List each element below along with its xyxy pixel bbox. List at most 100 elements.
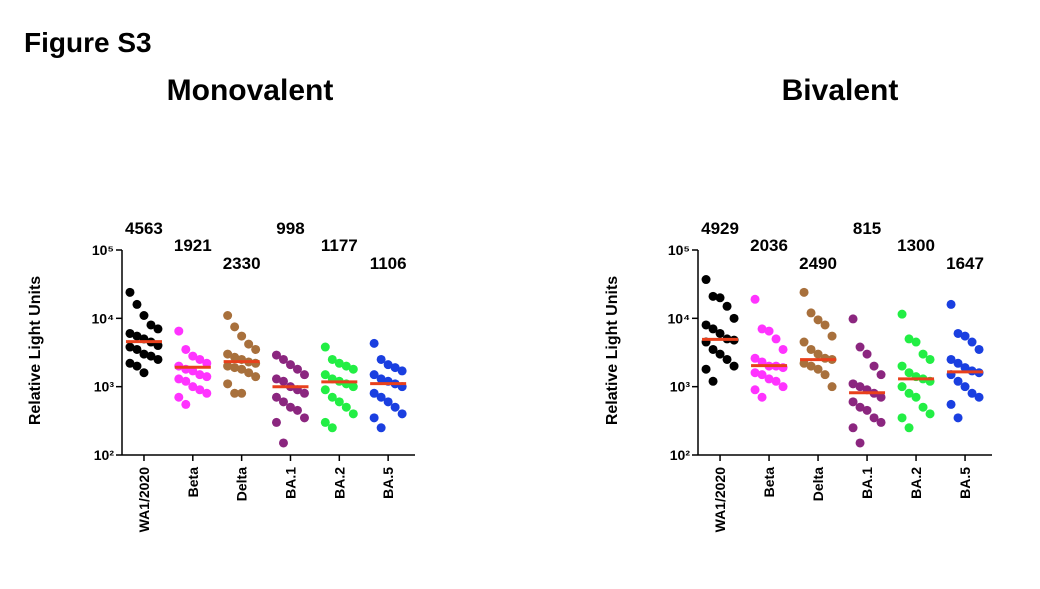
data-point: [299, 370, 309, 380]
data-point: [376, 392, 386, 402]
data-point: [925, 354, 935, 364]
data-point: [799, 287, 809, 297]
data-point: [125, 328, 135, 338]
data-point: [299, 413, 309, 423]
y-tick-label: 10⁴: [92, 310, 115, 326]
chart-title: Bivalent: [782, 74, 899, 107]
data-point: [904, 423, 914, 433]
data-point: [174, 392, 184, 402]
data-point: [271, 350, 281, 360]
data-point: [876, 417, 886, 427]
data-point: [174, 374, 184, 384]
data-point: [146, 320, 156, 330]
data-point: [237, 364, 247, 374]
median-label: 1647: [946, 254, 984, 273]
data-point: [237, 388, 247, 398]
data-point: [320, 342, 330, 352]
data-point: [855, 402, 865, 412]
median-label: 2490: [799, 254, 837, 273]
data-point: [334, 397, 344, 407]
data-point: [223, 361, 233, 371]
median-label: 1177: [321, 236, 358, 255]
data-point: [132, 331, 142, 341]
data-point: [278, 397, 288, 407]
data-point: [132, 361, 142, 371]
data-point: [904, 334, 914, 344]
data-point: [327, 423, 337, 433]
data-point: [806, 308, 816, 318]
data-point: [181, 376, 191, 386]
data-point: [778, 382, 788, 392]
data-point: [967, 388, 977, 398]
data-point: [132, 299, 142, 309]
data-point: [778, 344, 788, 354]
data-point: [369, 370, 379, 380]
data-point: [369, 413, 379, 423]
data-point: [827, 331, 837, 341]
data-point: [750, 353, 760, 363]
data-point: [946, 399, 956, 409]
data-point: [153, 341, 163, 351]
data-point: [946, 354, 956, 364]
median-label: 815: [853, 219, 881, 238]
y-tick-label: 10⁵: [668, 242, 690, 258]
data-point: [146, 351, 156, 361]
x-tick-label: BA.2: [331, 467, 347, 499]
data-point: [876, 392, 886, 402]
data-point: [341, 402, 351, 412]
median-label: 2330: [223, 254, 261, 273]
data-point: [327, 354, 337, 364]
data-point: [806, 361, 816, 371]
data-point: [953, 376, 963, 386]
data-point: [820, 320, 830, 330]
data-point: [848, 423, 858, 433]
data-point: [251, 372, 261, 382]
data-point: [139, 368, 149, 378]
x-tick-label: Delta: [234, 467, 250, 501]
data-point: [729, 361, 739, 371]
data-point: [960, 363, 970, 373]
data-point: [292, 364, 302, 374]
data-point: [174, 326, 184, 336]
median-label: 4563: [125, 219, 163, 238]
data-point: [946, 299, 956, 309]
y-tick-label: 10²: [94, 447, 115, 463]
data-point: [237, 331, 247, 341]
data-point: [202, 388, 212, 398]
data-point: [848, 379, 858, 389]
data-point: [271, 374, 281, 384]
data-point: [125, 287, 135, 297]
data-point: [869, 361, 879, 371]
data-point: [278, 354, 288, 364]
data-point: [960, 382, 970, 392]
data-point: [320, 417, 330, 427]
x-tick-label: BA.1: [282, 467, 298, 499]
data-point: [715, 293, 725, 303]
data-point: [750, 385, 760, 395]
data-point: [813, 349, 823, 359]
data-point: [764, 374, 774, 384]
data-point: [953, 358, 963, 368]
data-point: [320, 385, 330, 395]
data-point: [953, 413, 963, 423]
data-point: [904, 388, 914, 398]
data-point: [271, 417, 281, 427]
data-point: [813, 315, 823, 325]
data-point: [974, 392, 984, 402]
median-label: 1921: [174, 236, 212, 255]
x-tick-label: BA.1: [859, 467, 875, 499]
data-point: [188, 351, 198, 361]
x-tick-label: Beta: [185, 467, 201, 498]
median-label: 1106: [370, 254, 407, 273]
figure-title: Figure S3: [24, 27, 152, 58]
data-point: [202, 372, 212, 382]
data-point: [202, 358, 212, 368]
data-point: [862, 349, 872, 359]
data-point: [897, 309, 907, 319]
data-point: [348, 364, 358, 374]
data-point: [223, 349, 233, 359]
data-point: [862, 405, 872, 415]
data-point: [195, 370, 205, 380]
data-point: [722, 354, 732, 364]
